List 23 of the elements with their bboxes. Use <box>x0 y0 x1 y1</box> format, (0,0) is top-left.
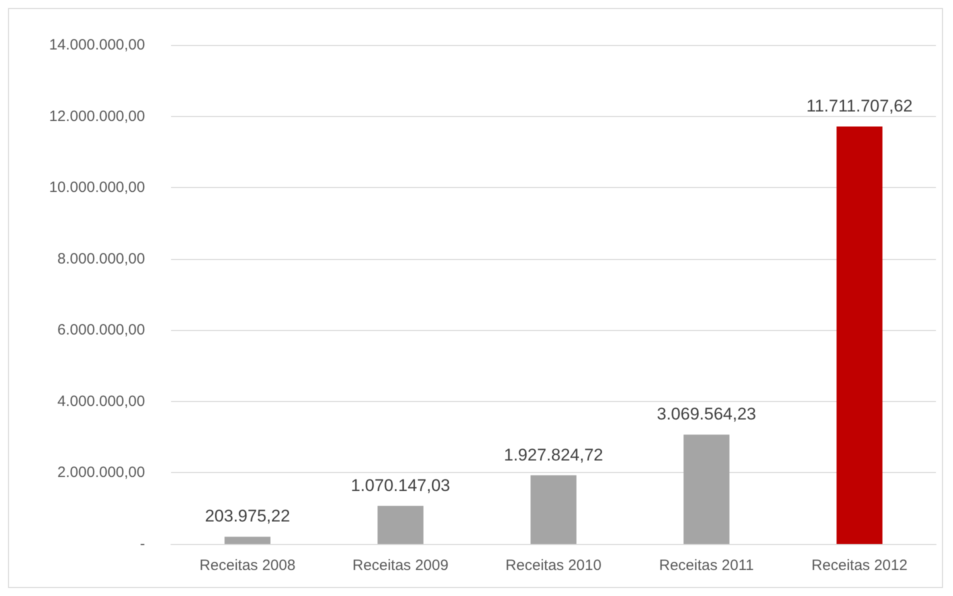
data-label: 1.927.824,72 <box>504 445 604 464</box>
bar <box>224 536 270 544</box>
bar <box>378 506 424 544</box>
y-tick-label: 4.000.000,00 <box>57 392 145 410</box>
data-label: 3.069.564,23 <box>656 404 756 424</box>
data-label: 1.070.147,03 <box>350 476 450 495</box>
y-tick-label: 2.000.000,00 <box>57 464 145 482</box>
data-label: 203.975,22 <box>204 506 290 526</box>
x-tick-label: Receitas 2010 <box>506 557 602 574</box>
x-tick-label: Receitas 2011 <box>659 557 754 574</box>
y-tick-label: 12.000.000,00 <box>49 108 145 125</box>
y-tick-label: 10.000.000,00 <box>49 179 145 196</box>
data-label: 11.711.707,62 <box>806 96 913 116</box>
bar <box>530 475 576 544</box>
bar <box>836 126 882 544</box>
x-tick-label: Receitas 2012 <box>812 557 908 574</box>
y-tick-label: 8.000.000,00 <box>57 250 145 268</box>
x-tick-label: Receitas 2009 <box>352 557 448 574</box>
x-tick-label: Receitas 2008 <box>200 557 296 574</box>
y-tick-label: 14.000.000,00 <box>49 36 145 54</box>
y-tick-label: 6.000.000,00 <box>57 322 145 339</box>
bar <box>684 434 730 544</box>
y-tick-label: - <box>140 536 145 552</box>
